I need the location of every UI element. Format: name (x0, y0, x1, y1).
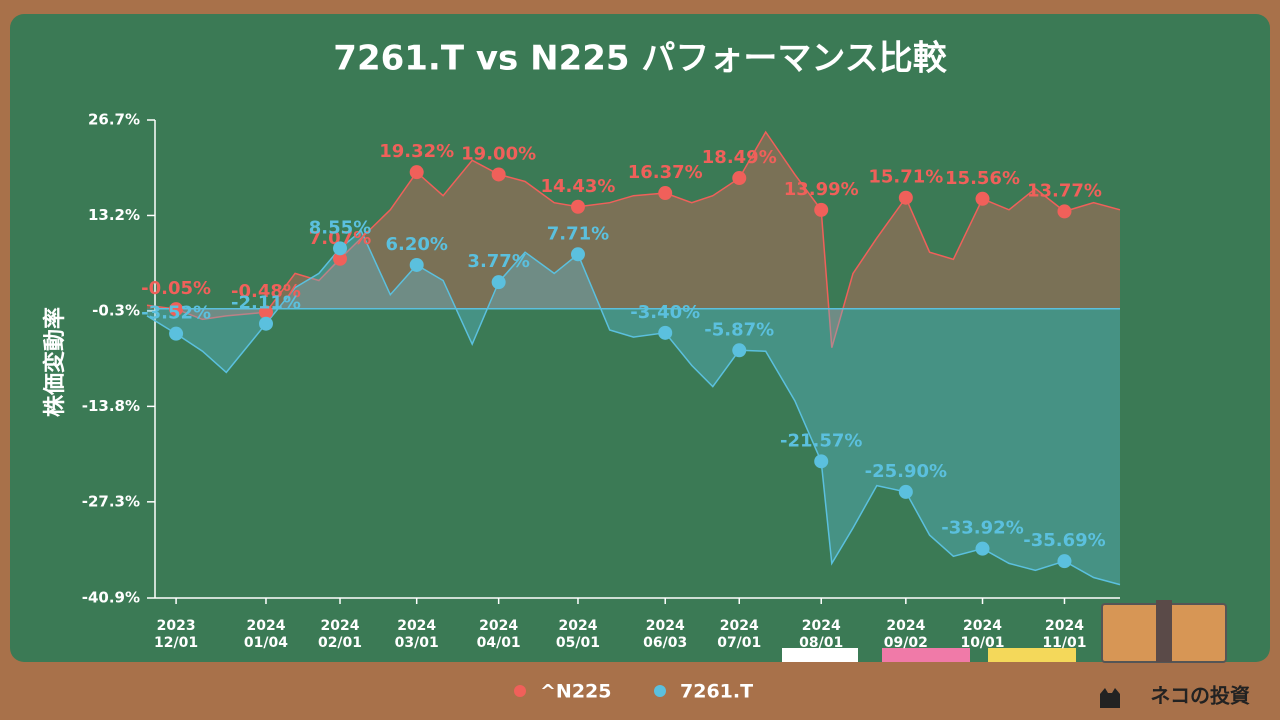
value-label: -0.48% (231, 281, 301, 302)
value-label: 19.32% (379, 141, 454, 162)
value-label: 15.71% (868, 167, 943, 188)
y-tick-label: 26.7% (88, 111, 140, 129)
value-label: 14.43% (540, 176, 615, 197)
x-tick-label: 2023 12/01 (154, 618, 199, 651)
value-label: 6.20% (385, 234, 447, 255)
value-label: 7.07% (309, 228, 371, 249)
x-tick-label: 2024 08/01 (799, 618, 844, 651)
marker (491, 167, 506, 182)
marker (570, 199, 585, 214)
legend-label: 7261.T (680, 681, 753, 703)
board (10, 14, 1270, 662)
x-tick-label: 2024 04/01 (476, 618, 521, 651)
marker (658, 325, 673, 340)
marker (333, 251, 348, 266)
y-tick-label: 13.2% (88, 206, 140, 224)
marker (169, 302, 184, 317)
value-label: 18.49% (702, 147, 777, 168)
x-tick-label: 2024 06/03 (643, 618, 688, 651)
value-label: 13.77% (1027, 180, 1102, 201)
legend-marker (654, 685, 666, 697)
marker (898, 484, 913, 499)
value-label: 13.99% (784, 179, 859, 200)
marker (975, 541, 990, 556)
x-tick-label: 2024 10/01 (960, 618, 1005, 651)
marker (732, 343, 747, 358)
marker (169, 326, 184, 341)
x-tick-label: 2024 07/01 (717, 618, 762, 651)
marker (258, 305, 273, 320)
chart-title: 7261.T vs N225 パフォーマンス比較 (333, 39, 947, 79)
value-label: -3.52% (141, 303, 211, 324)
marker (975, 191, 990, 206)
value-label: -0.05% (141, 278, 211, 299)
eraser-band (1156, 600, 1172, 662)
line (146, 229, 1121, 586)
footer: ネコの投資 (1150, 684, 1250, 708)
marker (258, 316, 273, 331)
marker (491, 275, 506, 290)
x-tick-label: 2024 11/01 (1042, 618, 1087, 651)
x-tick-label: 2024 01/04 (243, 618, 288, 651)
y-tick-label: -27.3% (82, 492, 140, 510)
marker (732, 171, 747, 186)
x-tick-label: 2024 05/01 (555, 618, 600, 651)
value-label: 16.37% (628, 162, 703, 183)
marker (1057, 204, 1072, 219)
marker (333, 241, 348, 256)
legend-marker (514, 685, 526, 697)
area (147, 231, 1120, 585)
value-label: -25.90% (865, 461, 947, 482)
value-label: -3.40% (630, 302, 700, 323)
legend-label: ^N225 (540, 681, 611, 703)
value-label: -21.57% (780, 430, 862, 451)
line (146, 130, 1121, 348)
chalk (988, 648, 1076, 662)
y-tick-label: -13.8% (82, 397, 140, 415)
value-label: -35.69% (1023, 530, 1105, 551)
value-label: 19.00% (461, 143, 536, 164)
value-label: 3.77% (467, 251, 529, 272)
marker (409, 257, 424, 272)
value-label: 15.56% (945, 168, 1020, 189)
value-label: 8.55% (309, 217, 371, 238)
value-label: -2.11% (231, 293, 301, 314)
chalk (882, 648, 970, 662)
x-tick-label: 2024 02/01 (317, 618, 363, 651)
marker (814, 454, 829, 469)
value-label: -33.92% (941, 518, 1023, 539)
y-tick-label: -0.3% (92, 301, 140, 319)
marker (409, 165, 424, 180)
y-tick-label: -40.9% (82, 589, 140, 607)
cat-icon (1100, 688, 1120, 708)
value-label: 7.71% (547, 223, 609, 244)
y-axis-label: 株価変動率 (42, 307, 68, 417)
marker (1057, 554, 1072, 569)
marker (570, 247, 585, 262)
value-label: -5.87% (704, 319, 774, 340)
marker (658, 186, 673, 201)
marker (814, 202, 829, 217)
marker (898, 190, 913, 205)
x-tick-label: 2024 09/02 (883, 618, 928, 651)
chalk (782, 648, 858, 662)
x-tick-label: 2024 03/01 (394, 618, 439, 651)
